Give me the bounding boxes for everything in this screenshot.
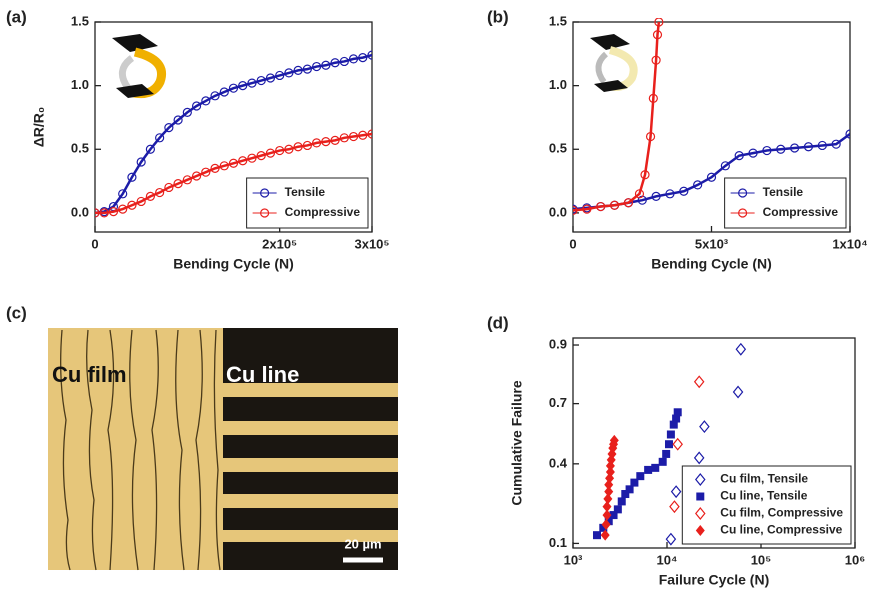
image-label: Cu film	[52, 362, 127, 387]
y-tick-label: 1.5	[549, 13, 567, 28]
legend-label: Tensile	[763, 185, 804, 199]
legend-label: Compressive	[763, 205, 839, 219]
x-axis-label: Bending Cycle (N)	[173, 256, 294, 272]
y-axis-label: Cumulative Failure	[509, 380, 525, 505]
panel-label: (a)	[6, 7, 27, 26]
marker	[734, 387, 743, 398]
y-tick-label: 0.5	[549, 141, 567, 156]
legend: Cu film, Tensile Cu line, Tensile Cu film,…	[682, 466, 851, 544]
x-tick-label: 10³	[564, 552, 583, 567]
y-tick-label: 0.4	[549, 455, 568, 470]
y-tick-label: 0.0	[71, 204, 89, 219]
legend: Tensile Compressive	[725, 178, 846, 228]
marker	[695, 376, 704, 387]
y-axis-label: ΔR/R₀	[31, 107, 47, 147]
marker	[674, 408, 682, 416]
marker	[672, 486, 681, 497]
legend-label: Tensile	[285, 185, 326, 199]
marker	[662, 450, 670, 458]
legend-marker	[696, 493, 704, 501]
scale-bar-label: 20 µm	[344, 536, 381, 551]
x-tick-label: 3x10⁵	[354, 236, 389, 251]
chart-panel: 0 2x10⁵ 3x10⁵ 0.0 0.5 1.0 1.5 Bending Cycle (N)…	[31, 13, 390, 271]
inset-icon-b	[590, 34, 634, 92]
x-tick-label: 0	[569, 236, 576, 251]
y-tick-label: 1.0	[549, 77, 567, 92]
x-tick-label: 10⁴	[657, 552, 678, 567]
inset-icon-a	[112, 34, 162, 98]
x-tick-label: 5x10³	[695, 236, 729, 251]
marker	[644, 466, 652, 474]
y-tick-label: 0.7	[549, 395, 567, 410]
y-tick-label: 0.5	[71, 141, 89, 156]
y-tick-label: 1.5	[71, 13, 89, 28]
image-label: Cu line	[226, 362, 299, 387]
marker	[636, 472, 644, 480]
marker	[666, 534, 675, 545]
marker	[618, 497, 626, 505]
marker	[700, 421, 709, 432]
marker	[736, 344, 745, 355]
legend-label: Cu line, Tensile	[720, 489, 807, 503]
marker	[593, 531, 601, 539]
chart-panel: 0 5x10³ 1x10⁴ 0.0 0.5 1.0 1.5 Bending Cycle (N)…	[549, 13, 868, 271]
x-tick-label: 2x10⁵	[262, 236, 297, 251]
marker	[665, 440, 673, 448]
marker	[659, 458, 667, 466]
x-axis-label: Bending Cycle (N)	[651, 256, 772, 272]
x-tick-label: 1x10⁴	[832, 236, 867, 251]
legend-label: Compressive	[285, 205, 361, 219]
x-tick-label: 0	[91, 236, 98, 251]
panel-label: (d)	[487, 313, 509, 332]
y-tick-label: 1.0	[71, 77, 89, 92]
legend-label: Cu film, Tensile	[720, 472, 808, 486]
y-tick-label: 0.0	[549, 204, 567, 219]
marker	[651, 464, 659, 472]
legend: Tensile Compressive	[247, 178, 368, 228]
marker	[614, 505, 622, 513]
y-tick-label: 0.9	[549, 336, 567, 351]
y-tick-label: 0.1	[549, 535, 567, 550]
legend-label: Cu line, Compressive	[720, 523, 842, 537]
marker	[673, 439, 682, 450]
x-tick-label: 10⁵	[751, 552, 772, 567]
marker	[667, 430, 675, 438]
x-axis-label: Failure Cycle (N)	[659, 572, 769, 588]
panel-label: (b)	[487, 7, 509, 26]
marker	[670, 501, 679, 512]
legend-label: Cu film, Compressive	[720, 506, 843, 520]
chart-panel: 10³ 10⁴ 10⁵ 10⁶ 0.1 0.4 0.7 0.9 Failure Cycle (N…	[509, 336, 866, 587]
figure: (a) (b) (c) (d) Cu film Cu line 20 µm 0 2…	[0, 0, 889, 592]
marker	[695, 452, 704, 463]
panel-label: (c)	[6, 303, 27, 322]
x-tick-label: 10⁶	[845, 552, 865, 567]
